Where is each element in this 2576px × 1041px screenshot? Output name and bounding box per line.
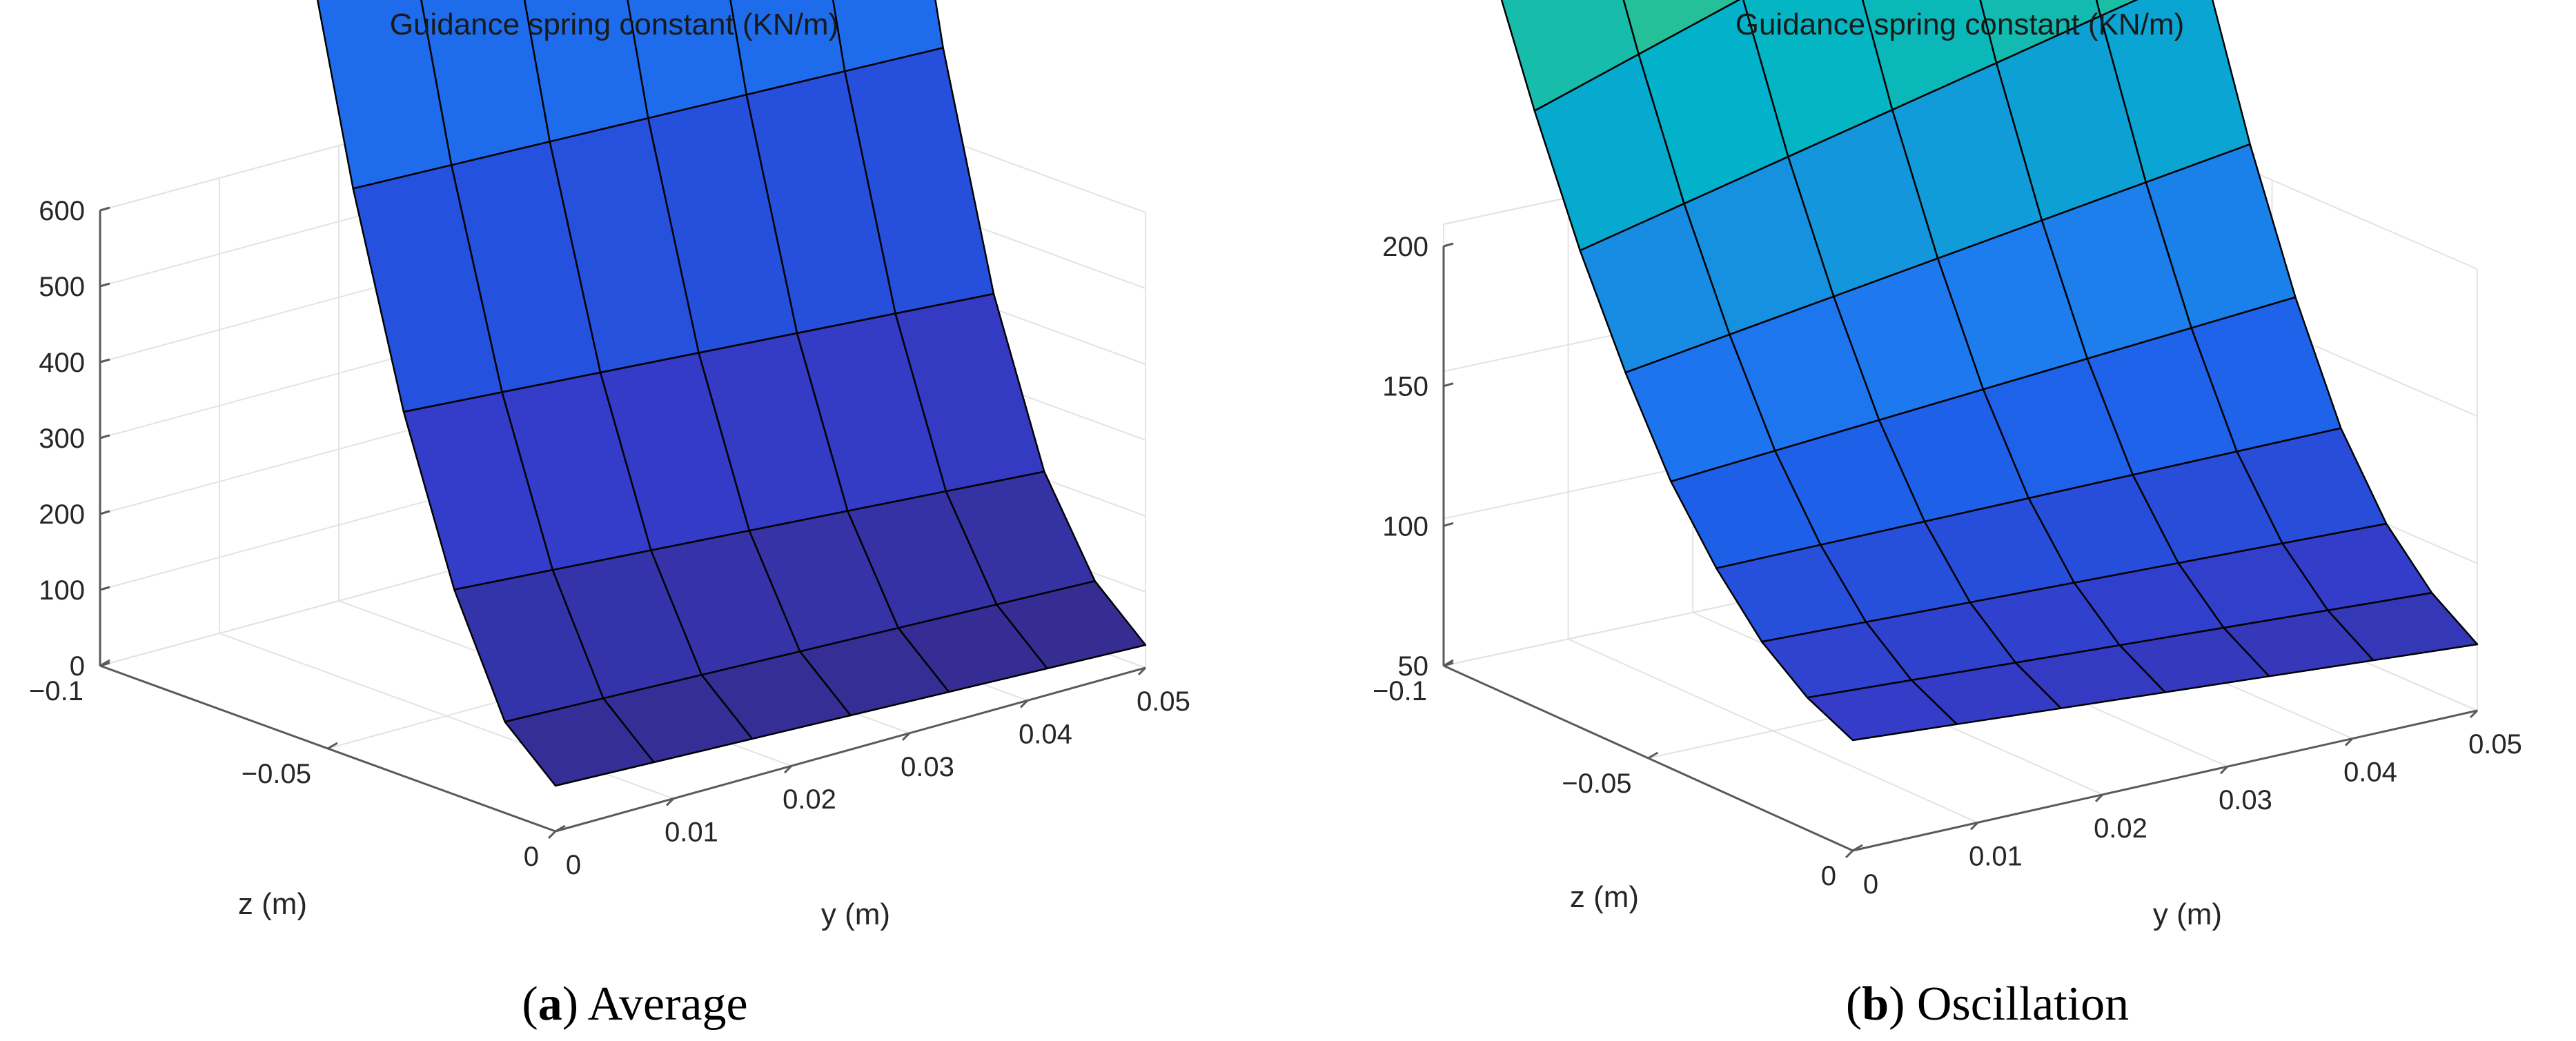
z-tick-label: 0 [70,651,85,682]
z-tick-label: 200 [1382,232,1428,262]
z-tick-label: 600 [39,196,85,226]
y-tick-mark [99,659,110,667]
x-tick-mark [665,797,675,806]
x-tick-mark [1137,666,1147,676]
z-tick-label: 400 [39,348,85,378]
z-tick-mark [99,586,110,591]
x-tick-label: 0.02 [2094,813,2147,844]
panel-caption: (b) Oscillation [1846,978,2129,1031]
z-tick-mark [99,358,110,364]
x-tick-label: 0.04 [1019,719,1072,749]
surface [1500,0,2479,742]
z-tick-label: 50 [1398,651,1429,682]
x-tick-label: 0 [1863,869,1878,900]
y-tick-label: 0 [1821,861,1836,891]
y-axis-label: z (m) [1570,880,1639,914]
z-tick-mark [99,206,110,212]
surface-patch [1806,679,1958,742]
z-tick-mark [99,434,110,439]
x-tick-label: 0.01 [665,817,718,848]
y-axis-label: z (m) [238,887,307,921]
y-tick-label: −0.05 [1562,769,1631,799]
surface-patch [504,697,655,787]
x-tick-label: 0.03 [2219,785,2272,815]
y-tick-label: −0.05 [242,759,311,789]
z-tick-mark [1443,242,1454,248]
caption-text: ) Average [562,978,748,1031]
z-tick-label: 150 [1382,372,1428,402]
x-tick-mark [2469,709,2479,719]
z-tick-mark [99,282,110,288]
x-tick-mark [1969,822,1979,831]
caption-letter: a [538,978,562,1031]
y-tick-mark [1647,751,1659,760]
z-tick-label: 300 [39,424,85,454]
y-tick-label: −0.1 [29,676,83,706]
x-tick-label: 0.04 [2343,757,2397,788]
x-axis-label: y (m) [2153,898,2222,931]
y-tick-label: −0.1 [1373,676,1427,706]
x-tick-mark [2094,793,2104,802]
z-tick-label: 200 [39,499,85,530]
x-tick-label: 0.01 [1969,841,2023,871]
chart-title: Guidance spring constant (KN/m) [390,8,839,41]
x-tick-mark [1019,700,1029,708]
x-axis-line [555,666,1146,833]
y-tick-mark [555,824,566,833]
x-tick-label: 0.02 [783,784,836,815]
panel-oscillation: 50 100 150 200 0 0.01 0.02 0.03 0.04 0.05 −0.1 −0.0… [1373,0,2522,1031]
panel-average: 0 100 200 300 400 500 600 0 0.01 0.02 0.03 0.04 0.05… [29,0,1190,1031]
x-tick-mark [1845,849,1854,859]
x-tick-label: 0.05 [2468,729,2522,760]
surface [316,0,1147,787]
caption-paren-open: ( [522,978,538,1031]
y-tick-label: 0 [524,842,539,872]
z-tick-mark [1443,382,1454,388]
y-tick-mark [1852,844,1863,852]
caption-paren-open: ( [1846,978,1862,1031]
z-tick-mark [99,510,110,515]
x-tick-mark [2219,766,2229,775]
x-tick-mark [783,765,793,774]
x-tick-mark [901,732,911,741]
x-tick-label: 0 [566,850,581,880]
y-tick-mark [1443,659,1454,667]
z-tick-mark [1443,522,1454,527]
x-tick-mark [547,830,557,840]
caption-text: ) Oscillation [1889,978,2129,1031]
x-axis-line [1852,709,2478,852]
chart-title: Guidance spring constant (KN/m) [1736,8,2185,41]
z-tick-label: 100 [1382,511,1428,542]
z-tick-label: 100 [39,575,85,606]
y-tick-mark [327,742,338,750]
x-tick-mark [2344,737,2354,746]
z-tick-label: 500 [39,272,85,302]
x-axis-label: y (m) [821,898,890,931]
x-tick-label: 0.03 [901,752,954,782]
x-tick-label: 0.05 [1137,686,1190,717]
caption-letter: b [1862,978,1889,1031]
panel-caption: (a) Average [522,978,747,1031]
